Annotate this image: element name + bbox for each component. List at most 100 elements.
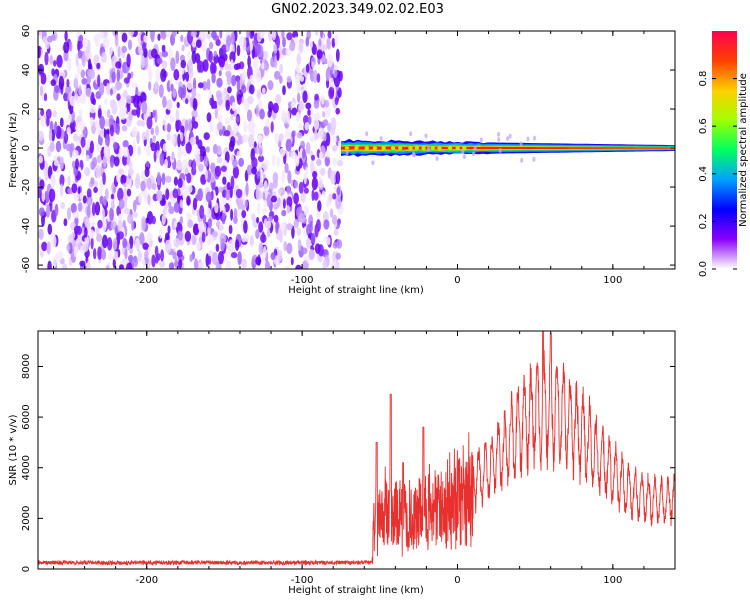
snr-x-tick-label: -100: [291, 575, 314, 586]
spectrogram-noise-blob: [147, 177, 152, 190]
spectrogram-noise-blob: [144, 250, 149, 259]
spectrogram-noise-blob: [172, 188, 179, 199]
spectrogram-noise-blob: [293, 192, 299, 205]
spectrogram-noise-blob: [82, 37, 89, 48]
spectrogram-noise-blob: [170, 57, 176, 71]
snr-y-tick-label: 2000: [21, 506, 32, 531]
spectrogram-noise-blob: [118, 147, 123, 157]
spectrogram-noise-blob: [52, 60, 57, 67]
spectrogram-noise-blob: [185, 136, 189, 144]
spectrogram-noise-blob: [127, 168, 134, 176]
spectrogram-noise-blob: [51, 34, 56, 41]
spectrogram-noise-blob: [286, 185, 291, 195]
spectrogram-noise-blob: [286, 110, 290, 125]
spectrogram-noise-blob: [228, 224, 233, 235]
spectrogram-noise-blob: [116, 69, 121, 82]
spectrogram-noise-blob: [225, 260, 232, 269]
spectrogram-noise-blob: [314, 178, 318, 189]
spectrogram-noise-blob: [38, 73, 42, 87]
spectrogram-noise-blob: [303, 204, 310, 217]
spectrogram-noise-blob: [263, 180, 268, 194]
spectrogram-noise-blob: [298, 123, 303, 130]
spectrogram-noise-blob: [145, 217, 150, 224]
spectrogram-noise-blob: [155, 68, 160, 82]
spectrogram-noise-blob: [102, 196, 107, 206]
spectrogram-y-tick-label: 60: [21, 25, 32, 38]
spectrogram-noise-blob: [160, 249, 165, 262]
spectrogram-noise-blob: [115, 122, 120, 135]
spectrogram-noise-blob: [268, 101, 274, 112]
spectrogram-noise-blob: [166, 123, 172, 133]
spectrogram-noise-blob: [222, 176, 227, 185]
spectrogram-x-tick-label: 100: [603, 275, 622, 286]
spectrogram-noise-blob: [251, 31, 255, 37]
spectrogram-signal-bead: [437, 146, 442, 150]
spectrogram-noise-blob: [192, 197, 198, 211]
spectrogram-noise-blob: [329, 70, 333, 77]
spectrogram-noise-blob: [128, 31, 135, 36]
spectrogram-noise-blob: [38, 130, 44, 142]
spectrogram-noise-blob: [309, 220, 313, 234]
spectrogram-noise-blob: [72, 133, 79, 142]
spectrogram-noise-blob: [173, 69, 180, 81]
spectrogram-noise-blob: [42, 36, 49, 44]
spectrogram-noise-blob: [156, 57, 163, 65]
spectrogram-stray-blob: [435, 156, 439, 162]
spectrogram-noise-blob: [210, 162, 216, 173]
spectrogram-noise-blob: [214, 165, 222, 177]
spectrogram-noise-blob: [99, 31, 104, 41]
spectrogram-noise-blob: [259, 147, 263, 156]
spectrogram-noise-blob: [275, 221, 279, 234]
spectrogram-noise-blob: [241, 235, 246, 243]
spectrogram-noise-blob: [120, 112, 126, 120]
spectrogram-noise-blob: [131, 220, 135, 231]
spectrogram-y-tick-label: 0: [21, 145, 32, 151]
spectrogram-noise-blob: [38, 207, 45, 217]
colorbar-tick-label: 0.4: [698, 166, 709, 182]
spectrogram-noise-blob: [215, 243, 220, 252]
spectrogram-noise-blob: [335, 252, 341, 260]
spectrogram-noise-blob: [256, 89, 262, 100]
spectrogram-noise-blob: [79, 260, 86, 267]
spectrogram-noise-blob: [52, 110, 57, 118]
spectrogram-noise-blob: [275, 94, 282, 105]
spectrogram-noise-blob: [246, 109, 252, 122]
spectrogram-noise-blob: [235, 188, 243, 199]
spectrogram-noise-blob: [251, 157, 258, 169]
snr-frame: [37, 330, 676, 570]
spectrogram-noise-blob: [61, 263, 68, 269]
spectrogram-noise-blob: [258, 221, 264, 233]
spectrogram-noise-blob: [236, 93, 242, 105]
spectrogram-noise-blob: [74, 216, 79, 227]
spectrogram-noise-blob: [173, 237, 181, 248]
spectrogram-noise-blob: [206, 112, 212, 123]
spectrogram-noise-blob: [151, 254, 156, 268]
spectrogram-noise-blob: [263, 218, 268, 229]
spectrogram-noise-blob: [191, 234, 197, 246]
spectrogram-noise-blob: [165, 232, 170, 240]
spectrogram-noise-blob: [175, 119, 182, 131]
snr-series-line: [38, 331, 675, 567]
spectrogram-noise-blob: [68, 40, 73, 52]
spectrogram-noise-blob: [209, 122, 214, 133]
spectrogram-noise-blob: [241, 191, 246, 202]
spectrogram-noise-blob: [44, 51, 49, 66]
spectrogram-signal-bead: [372, 146, 378, 150]
colorbar-ticks: 0.0 0.2 0.4 0.6 0.8: [698, 71, 737, 277]
spectrogram-noise-blob: [177, 178, 183, 189]
spectrogram-noise-blob: [267, 80, 274, 91]
spectrogram-noise-blob: [316, 158, 322, 166]
spectrogram-noise-blob: [70, 203, 77, 214]
spectrogram-noise-blob: [301, 260, 309, 269]
spectrogram-noise-blob: [38, 108, 41, 120]
spectrogram-noise-blob: [67, 207, 71, 221]
spectrogram-noise-blob: [48, 188, 56, 202]
spectrogram-noise-blob: [258, 242, 264, 256]
spectrogram-noise-blob: [327, 31, 332, 39]
spectrogram-noise-blob: [109, 88, 113, 96]
spectrogram-noise-blob: [38, 63, 45, 75]
spectrogram-noise-blob: [185, 98, 189, 105]
spectrogram-noise-blob: [337, 159, 344, 167]
